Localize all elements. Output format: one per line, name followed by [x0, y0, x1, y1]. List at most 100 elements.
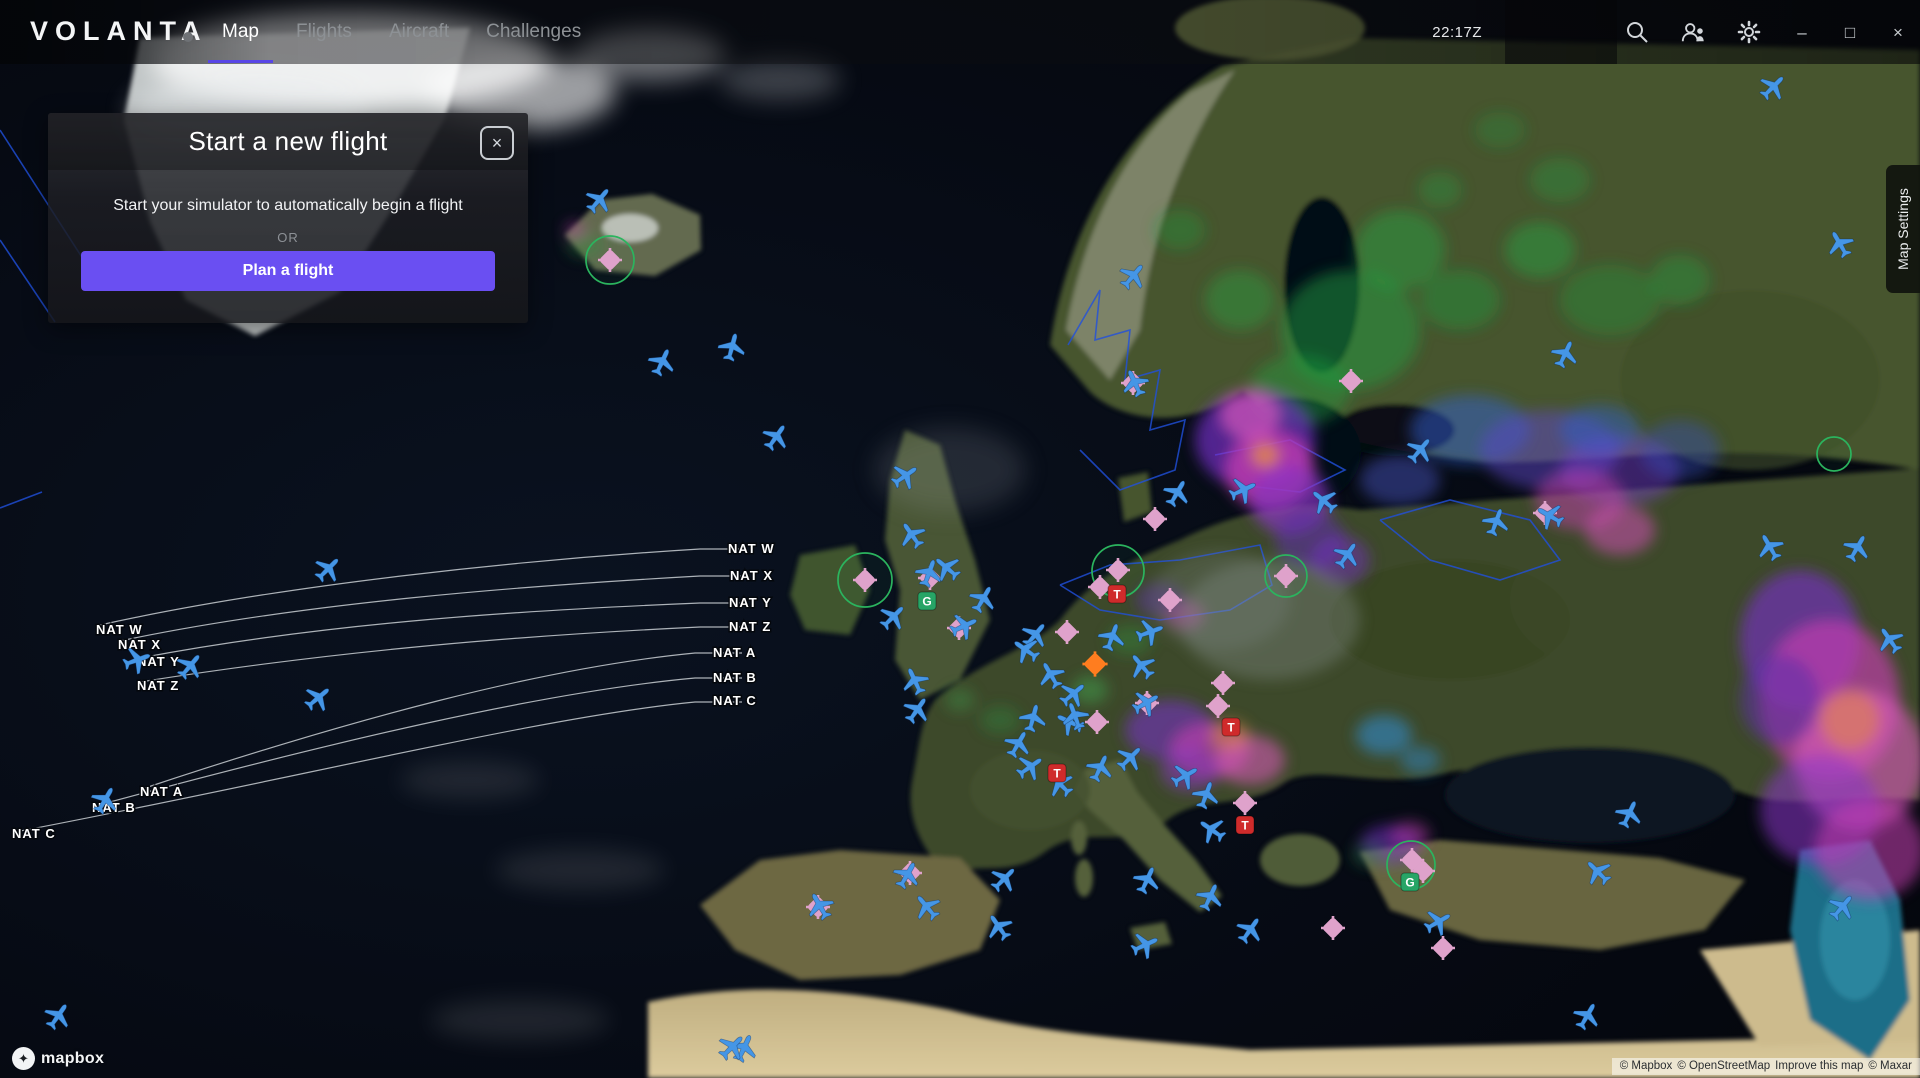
aircraft-marker[interactable] — [120, 643, 155, 678]
tfr-badge[interactable]: T — [1107, 584, 1127, 604]
aircraft-marker[interactable] — [964, 580, 1001, 617]
aircraft-marker[interactable] — [1054, 675, 1092, 713]
airport-marker[interactable] — [1085, 710, 1109, 734]
airport-marker[interactable] — [1143, 507, 1167, 531]
search-icon[interactable] — [1624, 19, 1650, 45]
aircraft-marker[interactable] — [1419, 903, 1456, 940]
airport-marker[interactable] — [853, 568, 877, 592]
aircraft-marker[interactable] — [898, 691, 936, 729]
group-flight-badge[interactable]: G — [1400, 872, 1420, 892]
airport-marker[interactable] — [1206, 694, 1230, 718]
airport-marker[interactable] — [1158, 588, 1182, 612]
aircraft-marker[interactable] — [912, 555, 947, 590]
aircraft-marker[interactable] — [886, 457, 924, 495]
aircraft-marker[interactable] — [86, 781, 123, 818]
aircraft-marker[interactable] — [1231, 911, 1269, 949]
airport-marker[interactable] — [1274, 564, 1298, 588]
aircraft-marker[interactable] — [1305, 482, 1343, 520]
airport-marker[interactable] — [1055, 620, 1079, 644]
aircraft-marker[interactable] — [1114, 257, 1152, 295]
aircraft-marker[interactable] — [299, 679, 337, 717]
aircraft-marker[interactable] — [980, 908, 1018, 946]
airport-marker[interactable] — [1211, 671, 1235, 695]
aircraft-marker[interactable] — [999, 725, 1036, 762]
aircraft-marker[interactable] — [1871, 621, 1909, 659]
aircraft-marker[interactable] — [1007, 631, 1045, 669]
aircraft-marker[interactable] — [1082, 750, 1118, 786]
aircraft-marker[interactable] — [1328, 536, 1366, 574]
tfr-badge[interactable]: T — [1047, 763, 1067, 783]
aircraft-marker[interactable] — [1032, 656, 1069, 693]
aircraft-marker[interactable] — [1123, 647, 1161, 685]
dialog-close-button[interactable]: × — [480, 126, 514, 160]
aircraft-marker[interactable] — [908, 888, 946, 926]
attribution-item[interactable]: Improve this map — [1775, 1060, 1864, 1072]
nav-tab-challenges[interactable]: Challenges — [486, 21, 582, 42]
nav-tab-map[interactable]: Map — [208, 0, 273, 64]
aircraft-marker[interactable] — [644, 344, 680, 380]
aircraft-marker[interactable] — [897, 663, 933, 699]
aircraft-marker[interactable] — [1568, 997, 1605, 1034]
users-icon[interactable] — [1680, 19, 1706, 45]
airport-marker[interactable] — [1400, 848, 1424, 872]
aircraft-marker[interactable] — [1225, 472, 1261, 508]
airport-marker[interactable] — [598, 248, 622, 272]
attribution-item[interactable]: © Mapbox — [1619, 1060, 1673, 1072]
aircraft-marker[interactable] — [888, 856, 925, 893]
aircraft-marker[interactable] — [1058, 698, 1093, 733]
aircraft-marker[interactable] — [1133, 615, 1168, 650]
aircraft-marker[interactable] — [1129, 862, 1165, 898]
aircraft-marker[interactable] — [1751, 528, 1788, 565]
aircraft-marker[interactable] — [874, 598, 912, 636]
minimize-button[interactable]: – — [1797, 22, 1807, 42]
settings-gear-icon[interactable] — [1736, 19, 1762, 45]
aircraft-marker[interactable] — [893, 516, 931, 554]
aircraft-marker[interactable] — [1016, 701, 1049, 734]
aircraft-marker[interactable] — [1479, 504, 1514, 539]
airport-marker[interactable] — [1321, 916, 1345, 940]
aircraft-marker[interactable] — [1611, 796, 1647, 832]
aircraft-marker[interactable] — [928, 549, 966, 587]
attribution-item[interactable]: © Maxar — [1868, 1060, 1912, 1072]
attribution-item[interactable]: © OpenStreetMap — [1677, 1060, 1771, 1072]
aircraft-marker[interactable] — [1193, 811, 1231, 849]
aircraft-marker[interactable] — [1823, 888, 1861, 926]
event-circle[interactable] — [1816, 436, 1852, 472]
aircraft-marker[interactable] — [1189, 777, 1224, 812]
aircraft-marker[interactable] — [1127, 684, 1164, 721]
aircraft-marker[interactable] — [715, 330, 748, 363]
close-button[interactable]: × — [1893, 22, 1903, 42]
airport-marker[interactable] — [1339, 369, 1363, 393]
aircraft-marker[interactable] — [713, 1028, 751, 1066]
nav-tab-flights[interactable]: Flights — [295, 21, 352, 42]
aircraft-marker[interactable] — [1127, 927, 1163, 963]
maximize-button[interactable]: □ — [1844, 22, 1856, 42]
aircraft-marker[interactable] — [1547, 336, 1583, 372]
airport-marker[interactable] — [1106, 558, 1130, 582]
aircraft-marker[interactable] — [1111, 739, 1149, 777]
plan-a-flight-button[interactable]: Plan a flight — [81, 251, 495, 291]
airport-marker[interactable] — [1233, 791, 1257, 815]
map-settings-tab[interactable]: Map Settings — [1886, 165, 1920, 293]
nav-tab-aircraft[interactable]: Aircraft — [388, 21, 450, 42]
aircraft-marker[interactable] — [1754, 68, 1792, 106]
aircraft-marker[interactable] — [1821, 225, 1858, 262]
aircraft-marker[interactable] — [1158, 474, 1195, 511]
aircraft-marker[interactable] — [580, 181, 618, 219]
group-flight-badge[interactable]: G — [917, 591, 937, 611]
aircraft-marker[interactable] — [39, 997, 77, 1035]
aircraft-marker[interactable] — [1117, 365, 1153, 401]
aircraft-marker[interactable] — [1579, 853, 1617, 891]
aircraft-marker[interactable] — [1838, 529, 1875, 566]
aircraft-marker[interactable] — [757, 418, 795, 456]
aircraft-marker[interactable] — [801, 887, 838, 924]
alert-marker[interactable] — [1082, 651, 1108, 677]
aircraft-marker[interactable] — [946, 608, 982, 644]
aircraft-marker[interactable] — [1401, 431, 1439, 469]
aircraft-marker[interactable] — [171, 647, 209, 685]
aircraft-marker[interactable] — [309, 550, 347, 588]
aircraft-marker[interactable] — [1011, 748, 1049, 786]
aircraft-marker[interactable] — [985, 860, 1023, 898]
airport-marker[interactable] — [1431, 936, 1455, 960]
